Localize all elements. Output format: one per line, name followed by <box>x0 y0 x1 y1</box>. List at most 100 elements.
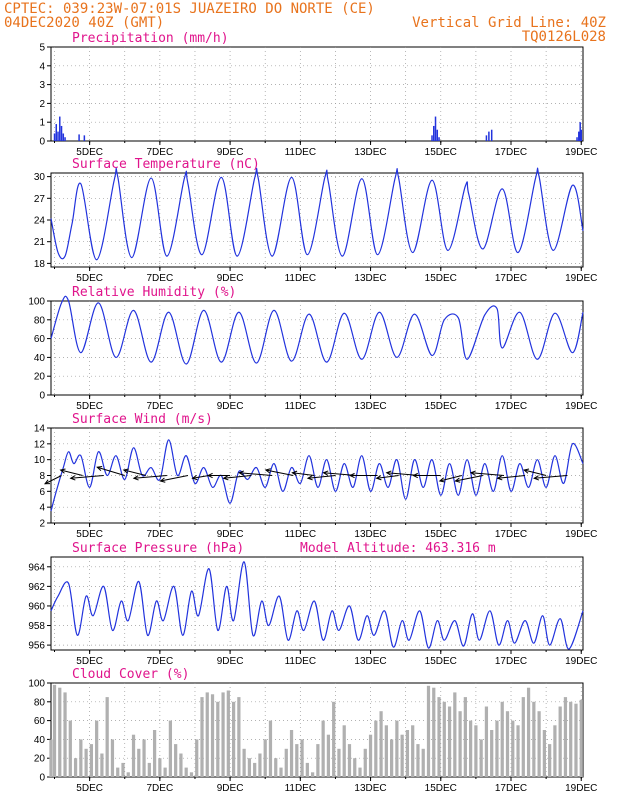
cloud-bar <box>121 762 125 777</box>
wind-arrow-head <box>469 470 476 476</box>
panel-title-cloud: Cloud Cover (%) <box>72 667 189 682</box>
x-tick-label: 7DEC <box>147 529 174 540</box>
x-tick-label: 7DEC <box>147 147 174 158</box>
wind-arrow-head <box>291 470 298 476</box>
cloud-bar <box>210 694 215 777</box>
y-tick-label: 100 <box>28 297 45 308</box>
x-tick-label: 9DEC <box>217 529 244 540</box>
wind-arrow <box>534 475 568 479</box>
wind-arrow-head <box>222 475 229 481</box>
wind-arrow <box>292 472 315 476</box>
x-tick-label: 11DEC <box>285 783 317 794</box>
wind-arrow-head <box>322 470 329 476</box>
wind-arrow <box>60 469 83 476</box>
wind-arrow <box>455 475 484 482</box>
cloud-bar <box>131 734 136 777</box>
cloud-bar <box>421 748 425 777</box>
wind-arrow-head <box>533 475 540 481</box>
header-model-id: TQ0126L028 <box>522 29 606 45</box>
x-tick-label: 15DEC <box>425 273 457 284</box>
cloud-bar <box>463 697 467 777</box>
cloud-bar <box>426 685 431 777</box>
cloud-bar <box>221 692 225 777</box>
cloud-bar <box>268 720 273 777</box>
y-tick-label: 60 <box>34 334 46 345</box>
wind-arrow <box>160 475 189 482</box>
x-tick-label: 15DEC <box>425 783 457 794</box>
x-tick-label: 17DEC <box>495 656 527 667</box>
wind-arrow-head <box>238 470 245 476</box>
wind-arrow-head <box>385 470 392 476</box>
cloud-bar <box>247 758 252 777</box>
y-tick-label: 40 <box>34 735 46 746</box>
precip-bar <box>64 137 66 141</box>
wind-arrow <box>470 472 505 476</box>
cloud-bar <box>242 748 246 777</box>
wind-arrow-head <box>438 477 445 483</box>
cloud-bar <box>68 720 72 777</box>
cloud-bar <box>79 739 83 777</box>
x-tick-label: 7DEC <box>147 401 174 412</box>
cloud-bar <box>284 748 288 777</box>
x-tick-label: 13DEC <box>354 783 386 794</box>
cloud-bar <box>321 720 325 777</box>
cloud-bar <box>116 767 120 777</box>
cloud-bar <box>579 699 583 777</box>
wind-arrow <box>239 472 273 476</box>
wind-arrow <box>223 475 252 479</box>
cloud-bar <box>416 744 420 777</box>
panel-rh: Relative Humidity (%) 0 20 40 60 80 100 5DEC 7DE… <box>28 285 597 412</box>
cloud-bar <box>95 720 99 777</box>
cloud-bar <box>437 697 441 777</box>
y-tick-label: 1 <box>39 118 45 129</box>
cloud-bar <box>184 767 188 777</box>
panel-cloud: Cloud Cover (%) 0 20 40 60 80 100 5DEC 7DEC 9DEC 1… <box>28 667 597 794</box>
cloud-bar <box>405 730 410 777</box>
cloud-bar <box>195 739 199 777</box>
x-tick-label: 9DEC <box>217 273 244 284</box>
wind-arrow <box>307 475 336 479</box>
y-tick-label: 0 <box>39 137 45 148</box>
x-tick-label: 11DEC <box>285 656 317 667</box>
wind-arrow-head <box>122 468 129 474</box>
y-tick-label: 60 <box>34 716 46 727</box>
cloud-bar <box>226 690 230 777</box>
precip-bar <box>83 135 86 141</box>
x-tick-label: 11DEC <box>285 147 317 158</box>
precip-bar <box>60 125 63 141</box>
panel-title-pressure: Surface Pressure (hPa) <box>72 541 244 556</box>
cloud-bar <box>73 758 78 777</box>
y-tick-label: 14 <box>34 424 46 435</box>
wind-arrow-head <box>306 475 313 481</box>
x-tick-label: 9DEC <box>217 783 244 794</box>
wind-arrow-head <box>44 479 51 485</box>
y-tick-label: 12 <box>34 439 46 450</box>
cloud-bar <box>479 739 483 777</box>
panel-title-temp: Surface Temperature (nC) <box>72 157 260 172</box>
x-tick-label: 7DEC <box>147 783 174 794</box>
panel-pressure: Surface Pressure (hPa) Model Altitude: 46… <box>28 541 597 667</box>
wind-arrow <box>123 469 146 476</box>
precip-bar <box>53 133 56 141</box>
cloud-bar <box>289 730 294 777</box>
plot-frame <box>50 46 584 142</box>
x-tick-label: 9DEC <box>217 401 244 412</box>
x-tick-label: 17DEC <box>495 783 527 794</box>
wind-arrow <box>192 475 210 479</box>
y-tick-label: 4 <box>39 503 45 514</box>
cloud-bar <box>300 739 304 777</box>
cloud-bar <box>379 711 383 777</box>
cloud-bar <box>189 772 194 777</box>
x-tick-label: 19DEC <box>565 273 597 284</box>
cloud-bar <box>563 697 568 777</box>
y-tick-label: 27 <box>34 194 46 205</box>
cloud-bar <box>453 692 457 777</box>
x-tick-label: 13DEC <box>354 401 386 412</box>
panel-temp: Surface Temperature (nC) 18 21 24 27 30 5DEC 7D… <box>34 157 597 284</box>
wind-arrow-head <box>132 475 139 481</box>
precip-bar <box>55 124 58 141</box>
cloud-bar <box>521 697 525 777</box>
y-tick-label: 30 <box>34 172 46 183</box>
wind-arrow-head <box>264 468 271 474</box>
x-tick-label: 17DEC <box>495 401 527 412</box>
